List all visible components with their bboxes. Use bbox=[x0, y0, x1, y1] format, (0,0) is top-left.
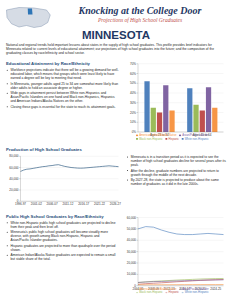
svg-text:60,000: 60,000 bbox=[127, 216, 137, 220]
svg-text:60,000: 60,000 bbox=[9, 166, 19, 170]
svg-text:2016-17: 2016-17 bbox=[78, 202, 89, 206]
svg-text:40,000: 40,000 bbox=[9, 177, 19, 181]
svg-text:Ages 45 to 64: Ages 45 to 64 bbox=[193, 133, 212, 137]
svg-text:2021-22: 2021-22 bbox=[94, 202, 105, 206]
svg-text:2011-12: 2011-12 bbox=[63, 202, 74, 206]
svg-text:20,000: 20,000 bbox=[9, 188, 19, 192]
svg-text:2026-27: 2026-27 bbox=[110, 202, 121, 206]
svg-text:0: 0 bbox=[134, 284, 136, 288]
svg-text:2024-25: 2024-25 bbox=[210, 287, 221, 291]
svg-text:2008-09: 2008-09 bbox=[148, 287, 159, 291]
svg-text:30%: 30% bbox=[130, 101, 136, 105]
svg-text:Ages 25 to 34: Ages 25 to 34 bbox=[150, 133, 169, 137]
svg-text:10,000: 10,000 bbox=[127, 272, 137, 276]
svg-text:2016-17: 2016-17 bbox=[179, 287, 190, 291]
svg-text:80,000: 80,000 bbox=[9, 154, 19, 158]
svg-text:50,000: 50,000 bbox=[127, 227, 137, 231]
svg-text:2012-13: 2012-13 bbox=[164, 287, 175, 291]
svg-text:2001-02: 2001-02 bbox=[31, 202, 42, 206]
svg-text:40,000: 40,000 bbox=[127, 238, 137, 242]
svg-text:2006-07: 2006-07 bbox=[47, 202, 58, 206]
svg-text:0: 0 bbox=[17, 199, 19, 203]
svg-text:70%: 70% bbox=[130, 62, 136, 66]
svg-text:10%: 10% bbox=[130, 120, 136, 124]
svg-text:2020-21: 2020-21 bbox=[195, 287, 206, 291]
svg-text:0%: 0% bbox=[132, 130, 137, 134]
svg-text:40%: 40% bbox=[130, 91, 136, 95]
svg-text:20,000: 20,000 bbox=[127, 261, 137, 265]
svg-text:50%: 50% bbox=[130, 81, 136, 85]
svg-text:60%: 60% bbox=[130, 72, 136, 76]
svg-text:20%: 20% bbox=[130, 111, 136, 115]
svg-text:30,000: 30,000 bbox=[127, 250, 137, 254]
